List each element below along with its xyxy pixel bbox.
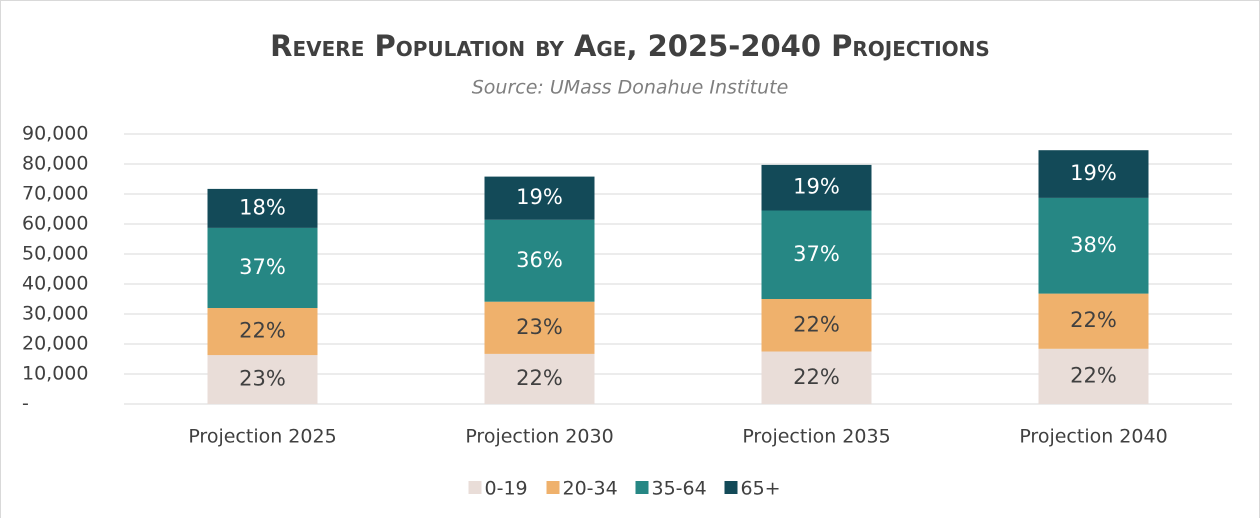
bar-segment: [1038, 197, 1149, 294]
legend-swatch: [546, 481, 560, 494]
legend-swatch: [635, 481, 649, 494]
data-label: 22%: [793, 312, 840, 336]
data-label: 37%: [239, 255, 286, 279]
data-label: 37%: [793, 242, 840, 266]
bar-segment: [761, 299, 872, 352]
data-label: 38%: [1070, 233, 1117, 257]
data-label: 19%: [516, 185, 563, 209]
bar-segment: [1038, 293, 1149, 349]
chart-title: Revere Population by Age, 2025-2040 Proj…: [270, 29, 990, 63]
y-tick-label: 70,000: [22, 183, 88, 205]
bar-segment: [484, 176, 595, 220]
bar-segment: [207, 355, 318, 404]
legend-label: 0-19: [485, 478, 528, 500]
legend-swatch: [468, 481, 482, 494]
legend-label: 65+: [741, 478, 781, 500]
y-tick-label: 30,000: [22, 303, 88, 325]
y-tick-label: 20,000: [22, 333, 88, 355]
y-tick-label: 90,000: [22, 123, 88, 145]
data-label: 22%: [793, 365, 840, 389]
bar-segment: [484, 219, 595, 302]
y-tick-label: 10,000: [22, 363, 88, 385]
bar-segment: [761, 164, 872, 211]
data-label: 36%: [516, 248, 563, 272]
bar-segment: [761, 351, 872, 404]
x-tick-label: Projection 2035: [742, 426, 890, 448]
data-label: 18%: [239, 195, 286, 219]
data-label: 22%: [516, 366, 563, 390]
legend-label: 20-34: [563, 478, 618, 500]
y-tick-label: 50,000: [22, 243, 88, 265]
bar-segment: [1038, 348, 1149, 404]
data-label: 22%: [1070, 308, 1117, 332]
x-tick-label: Projection 2040: [1019, 426, 1167, 448]
y-tick-label: 80,000: [22, 153, 88, 175]
x-tick-label: Projection 2025: [188, 426, 336, 448]
y-tick-label: -: [22, 393, 29, 415]
bar-segment: [484, 301, 595, 354]
bar-segment: [1038, 150, 1149, 198]
data-label: 19%: [793, 175, 840, 199]
chart-subtitle: Source: UMass Donahue Institute: [472, 77, 789, 99]
legend-label: 35-64: [652, 478, 707, 500]
y-tick-label: 60,000: [22, 213, 88, 235]
data-label: 22%: [239, 319, 286, 343]
x-tick-label: Projection 2030: [465, 426, 613, 448]
y-tick-label: 40,000: [22, 273, 88, 295]
bar-segment: [207, 308, 318, 356]
bar-segment: [207, 188, 318, 228]
data-label: 22%: [1070, 363, 1117, 387]
data-label: 23%: [239, 367, 286, 391]
data-label: 19%: [1070, 161, 1117, 185]
bar-segment: [484, 353, 595, 404]
bar-segment: [207, 227, 318, 308]
data-label: 23%: [516, 315, 563, 339]
legend-swatch: [724, 481, 738, 494]
bar-segment: [761, 210, 872, 299]
